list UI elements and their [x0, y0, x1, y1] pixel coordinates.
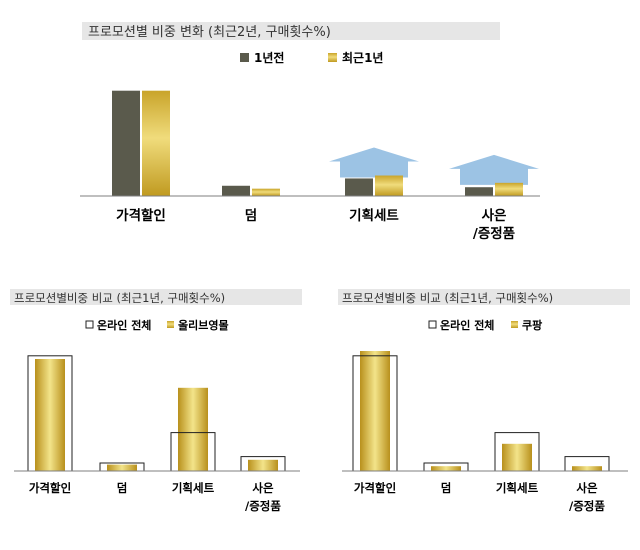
bar-올리브영몰-덤: [107, 464, 137, 471]
legend-swatch-oliveyoung: [167, 321, 174, 328]
chart-bl-title-band: [10, 289, 302, 305]
x-tick-label-가격할인: 가격할인: [116, 207, 166, 224]
x-tick-label-사은-증정품-line2: /증정품: [569, 499, 605, 513]
bar-최근1년-가격할인: [142, 90, 170, 196]
chart-top-x-labels: 가격할인 덤 기획세트 사은/증정품: [116, 207, 515, 242]
bar-최근1년-사은-증정품: [495, 182, 523, 196]
legend-label-coupang: 쿠팡: [522, 318, 542, 332]
bar-최근1년-덤: [252, 188, 280, 196]
bar-1년전-가격할인: [112, 90, 140, 196]
legend-label-online: 온라인 전체: [440, 318, 494, 332]
legend-swatch-online: [85, 320, 94, 329]
chart-br-title: 프로모션별비중 비교 (최근1년, 구매횟수%): [342, 291, 553, 305]
legend-swatch-online: [428, 320, 437, 329]
x-tick-label-사은-증정품-line2: /증정품: [473, 225, 515, 242]
legend-label-online: 온라인 전체: [97, 318, 151, 332]
x-tick-label-사은-증정품: 사은: [482, 208, 507, 224]
legend-label-prev: 1년전: [254, 50, 284, 65]
chart-top-title: 프로모션별 비중 변화 (최근2년, 구매횟수%): [88, 25, 331, 40]
chart-br-title-band: [338, 289, 630, 305]
x-tick-label-사은-증정품: 사은: [576, 481, 598, 495]
x-tick-label-가격할인: 가격할인: [354, 481, 396, 495]
bar-쿠팡-사은-증정품: [572, 466, 602, 471]
legend-swatch-prev: [240, 53, 249, 62]
legend-label-oliveyoung: 올리브영몰: [178, 318, 229, 332]
chart-top: 프로모션별 비중 변화 (최근2년, 구매횟수%) 1년전 최근1년 가격할인 덤…: [80, 22, 540, 242]
chart-br-legend: 온라인 전체 쿠팡: [428, 318, 542, 332]
x-tick-label-기획세트: 기획세트: [349, 207, 399, 224]
chart-bottom-left: 프로모션별비중 비교 (최근1년, 구매횟수%) 온라인 전체 올리브영몰 가격…: [10, 289, 302, 513]
increase-arrow-사은-증정품: [449, 154, 539, 185]
x-tick-label-사은-증정품-line2: /증정품: [245, 499, 281, 513]
bar-최근1년-기획세트: [375, 175, 403, 196]
bar-올리브영몰-사은-증정품: [248, 459, 278, 471]
chart-br-x-labels: 가격할인 덤 기획세트 사은/증정품: [354, 481, 606, 513]
chart-bl-title: 프로모션별비중 비교 (최근1년, 구매횟수%): [14, 291, 225, 305]
chart-top-title-band: [82, 22, 500, 40]
chart-br-plot: [352, 351, 610, 472]
chart-top-plot: [112, 90, 539, 196]
bar-올리브영몰-기획세트: [178, 387, 208, 471]
x-tick-label-사은-증정품: 사은: [252, 481, 274, 495]
x-tick-label-가격할인: 가격할인: [29, 481, 71, 495]
bar-올리브영몰-가격할인: [35, 359, 65, 471]
bar-쿠팡-가격할인: [360, 351, 390, 471]
chart-top-legend: 1년전 최근1년: [240, 50, 383, 65]
legend-swatch-recent: [328, 53, 337, 62]
x-tick-label-덤: 덤: [117, 481, 128, 495]
legend-swatch-coupang: [511, 321, 518, 328]
bar-쿠팡-덤: [431, 466, 461, 471]
x-tick-label-기획세트: 기획세트: [172, 481, 215, 495]
bar-1년전-기획세트: [345, 178, 373, 196]
bar-쿠팡-기획세트: [502, 443, 532, 471]
x-tick-label-덤: 덤: [441, 481, 452, 495]
bar-1년전-사은-증정품: [465, 187, 493, 196]
chart-bl-plot: [27, 355, 286, 472]
chart-bottom-right: 프로모션별비중 비교 (최근1년, 구매횟수%) 온라인 전체 쿠팡 가격할인 덤…: [338, 289, 630, 513]
increase-arrow-기획세트: [329, 147, 419, 178]
x-tick-label-덤: 덤: [245, 207, 257, 224]
chart-bl-x-labels: 가격할인 덤 기획세트 사은/증정품: [29, 481, 282, 513]
bar-1년전-덤: [222, 185, 250, 196]
x-tick-label-기획세트: 기획세트: [496, 481, 539, 495]
legend-label-recent: 최근1년: [342, 50, 383, 65]
chart-bl-legend: 온라인 전체 올리브영몰: [85, 318, 229, 332]
